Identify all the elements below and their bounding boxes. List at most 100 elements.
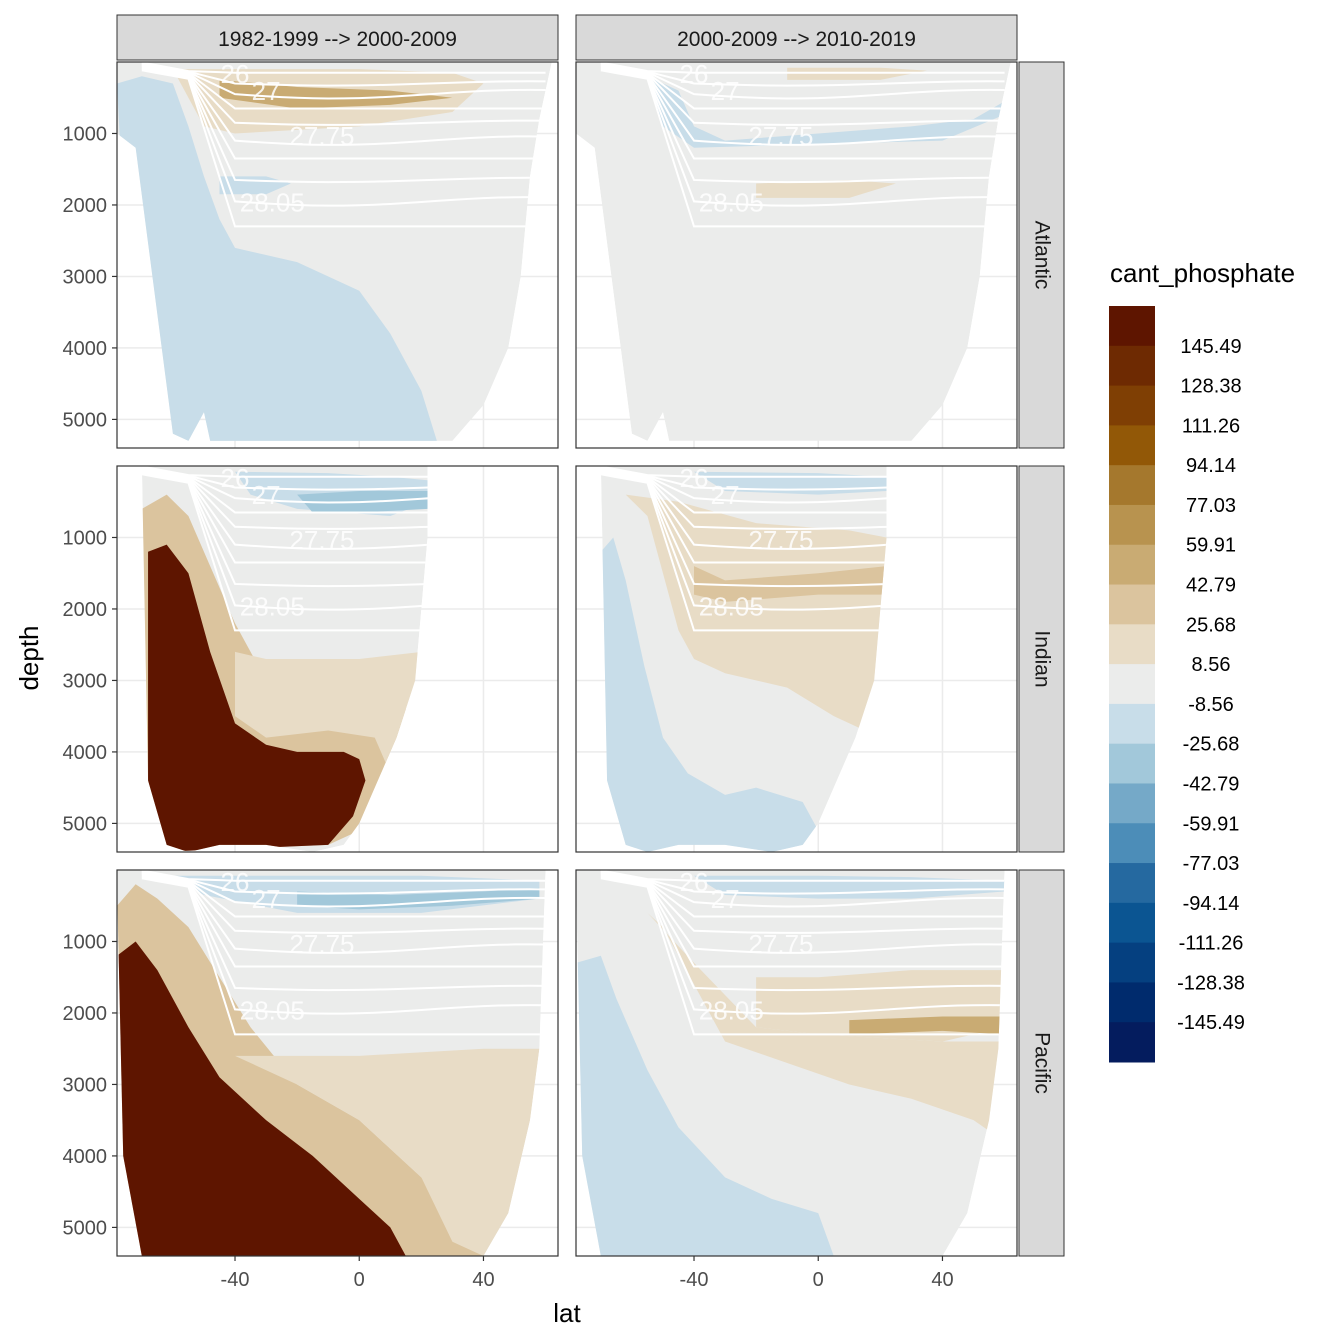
isopycnal-line: [600, 872, 1005, 954]
y-tick-label: 2000: [63, 1003, 108, 1025]
y-tick-label: 4000: [63, 742, 108, 764]
isopycnal-line: [600, 870, 1005, 882]
isopycnal-line: [141, 471, 428, 611]
isopycnal-line: [600, 468, 887, 550]
isopycnal-label: 27.75: [289, 929, 354, 959]
isopycnal-line: [600, 469, 887, 564]
isopycnal-line: [600, 65, 1005, 160]
facet-strip-column-label: 2000-2009 --> 2010-2019: [677, 28, 916, 51]
isopycnal-label: 28.05: [699, 592, 764, 622]
contour-fill-region: [117, 941, 406, 1256]
x-tick-label: 0: [354, 1269, 365, 1291]
isopycnal-line: [141, 468, 428, 550]
isopycnal-label: 27: [252, 884, 281, 914]
isopycnal-line: [600, 64, 1005, 126]
contour-fill-region: [235, 651, 422, 774]
facet-strip-column-label: 1982-1999 --> 2000-2009: [218, 28, 457, 51]
panel-border: [116, 61, 559, 449]
isopycnal-line: [600, 62, 1005, 74]
contour-fill-region: [694, 566, 887, 602]
legend-color-swatch: [1109, 703, 1155, 745]
y-tick-label: 1000: [63, 123, 108, 145]
isopycnal-label: 26: [680, 59, 709, 89]
contour-fill-region: [600, 537, 819, 852]
isopycnal-label: 27: [711, 76, 740, 106]
panel-border: [575, 61, 1018, 449]
contour-fill-region: [849, 1016, 1005, 1035]
isopycnal-line: [141, 875, 546, 1015]
isopycnal-label: 27: [252, 76, 281, 106]
isopycnal-label: 26: [680, 867, 709, 897]
isopycnal-line: [600, 63, 1005, 110]
y-tick-label: 4000: [63, 338, 108, 360]
isopycnal-label: 28.05: [699, 188, 764, 218]
isopycnal-label: 27.75: [748, 121, 813, 151]
y-tick-label: 3000: [63, 266, 108, 288]
isopycnal-line: [141, 466, 428, 478]
facet-strip-row: [1018, 869, 1065, 1257]
isopycnal-line: [600, 466, 887, 491]
facet-strip-column: [116, 14, 559, 61]
isopycnal-line: [141, 466, 428, 491]
legend-label: 94.14: [1186, 455, 1236, 477]
facet-strip-row-label: Atlantic: [1030, 221, 1053, 290]
x-tick-label: 40: [472, 1269, 494, 1291]
legend-label: -42.79: [1183, 773, 1240, 795]
isopycnal-line: [141, 69, 546, 228]
isopycnal-line: [600, 468, 887, 530]
legend-label: 77.03: [1186, 495, 1236, 517]
isopycnal-line: [141, 467, 428, 514]
legend-color-swatch: [1109, 823, 1155, 864]
legend-label: -145.49: [1177, 1012, 1245, 1034]
isopycnal-line: [141, 62, 546, 100]
isopycnal-line: [141, 872, 546, 934]
isopycnal-line: [600, 62, 1005, 87]
legend-color-swatch: [1109, 544, 1155, 586]
legend-label: -128.38: [1177, 972, 1245, 994]
contour-fill-region: [576, 955, 834, 1256]
isopycnal-line: [141, 872, 546, 954]
isopycnal-line: [141, 466, 428, 504]
legend-color-swatch: [1109, 345, 1155, 387]
y-tick-label: 1000: [63, 527, 108, 549]
isopycnal-line: [600, 470, 887, 588]
isopycnal-line: [600, 466, 887, 504]
x-tick-label: -40: [221, 1269, 250, 1291]
isopycnal-line: [141, 470, 428, 588]
isopycnal-label: 26: [221, 463, 250, 493]
legend-label: -111.26: [1179, 933, 1244, 955]
y-tick-label: 2000: [63, 599, 108, 621]
isopycnal-label: 26: [680, 463, 709, 493]
isopycnal-line: [600, 873, 1005, 968]
isopycnal-line: [600, 62, 1005, 100]
isopycnal-line: [600, 66, 1005, 184]
isopycnal-line: [141, 65, 546, 160]
isopycnal-line: [600, 875, 1005, 1015]
contour-fill-region: [787, 67, 927, 80]
isopycnal-line: [600, 872, 1005, 934]
y-tick-label: 5000: [63, 409, 108, 431]
isopycnal-line: [141, 67, 546, 207]
isopycnal-label: 27.75: [748, 525, 813, 555]
legend-label: -77.03: [1183, 853, 1240, 875]
isopycnal-label: 27: [711, 884, 740, 914]
isopycnal-line: [141, 870, 546, 882]
isopycnal-line: [600, 870, 1005, 908]
contour-fill-region: [219, 79, 453, 109]
contour-fill-region: [756, 179, 896, 198]
isopycnal-line: [600, 467, 887, 514]
isopycnal-label: 28.05: [240, 188, 305, 218]
isopycnal-label: 27.75: [289, 525, 354, 555]
legend-label: 128.38: [1180, 376, 1241, 398]
isopycnal-label: 27.75: [289, 121, 354, 151]
legend-title: cant_phosphate: [1110, 258, 1295, 288]
isopycnal-label: 28.05: [699, 996, 764, 1026]
isopycnal-line: [141, 473, 428, 632]
legend-label: -94.14: [1183, 893, 1240, 915]
facet-strip-row: [1018, 61, 1065, 449]
panel-border: [575, 465, 1018, 853]
contour-fill-region: [148, 544, 366, 852]
